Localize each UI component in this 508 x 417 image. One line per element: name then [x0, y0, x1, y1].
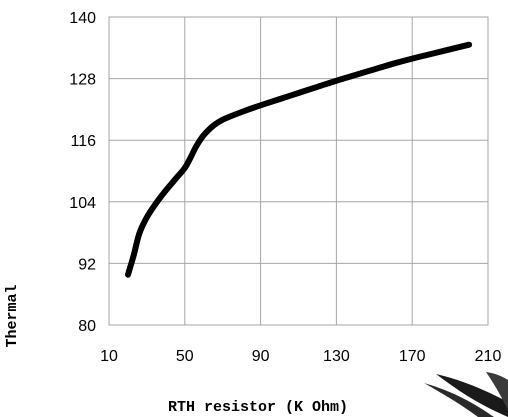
x-tick-label-4: 170 — [399, 348, 426, 365]
background-swoosh-decoration — [424, 372, 508, 417]
y-tick-label-2: 104 — [69, 195, 96, 212]
y-axis-tick-labels: 80 92 104 116 128 140 — [69, 10, 96, 335]
plot-area-frame — [108, 16, 489, 326]
x-tick-label-1: 50 — [176, 348, 194, 365]
swoosh-stroke-inner — [424, 383, 494, 417]
y-tick-label-4: 128 — [69, 72, 96, 89]
x-axis-tick-labels: 10 50 90 130 170 210 — [100, 348, 501, 365]
series-line-0 — [125, 41, 473, 278]
y-tick-label-0: 80 — [78, 318, 96, 335]
swoosh-stroke-outer — [436, 374, 508, 417]
x-tick-label-2: 90 — [252, 348, 270, 365]
y-tick-label-5: 140 — [69, 10, 96, 27]
y-axis-title: Thermal — [4, 284, 21, 347]
y-tick-label-3: 116 — [70, 133, 96, 150]
y-tick-label-1: 92 — [78, 256, 96, 273]
x-tick-label-0: 10 — [100, 348, 118, 365]
data-series — [125, 41, 473, 278]
x-axis-title: RTH resistor (K Ohm) — [168, 399, 348, 416]
grid-lines — [108, 16, 489, 326]
swoosh-stroke-right — [486, 372, 508, 410]
x-tick-label-5: 210 — [475, 348, 502, 365]
x-tick-label-3: 130 — [323, 348, 350, 365]
